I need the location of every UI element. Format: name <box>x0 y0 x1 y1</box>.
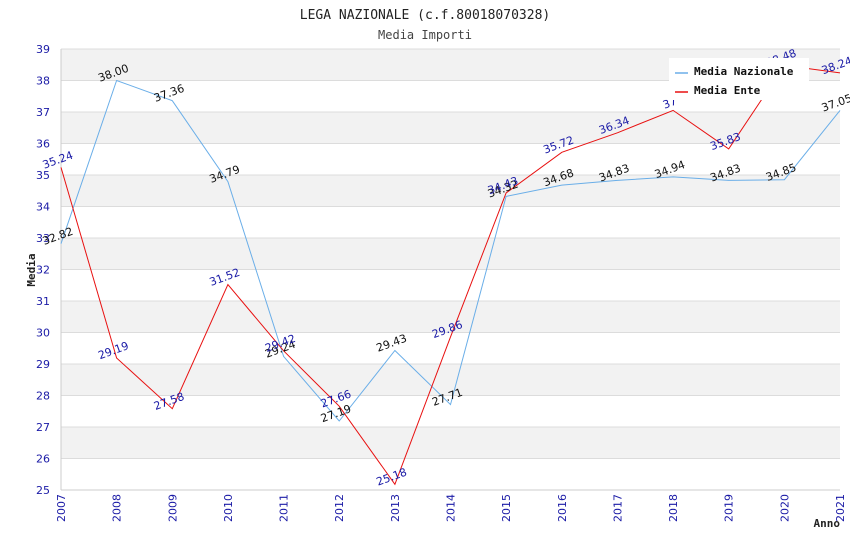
x-tick-label: 2017 <box>611 494 624 522</box>
data-label-nazionale: 29.43 <box>375 332 409 355</box>
y-tick-label: 37 <box>36 106 50 119</box>
y-tick-label: 26 <box>36 453 50 466</box>
data-label-nazionale: 37.36 <box>152 82 186 105</box>
data-label-ente: 25.18 <box>375 466 409 489</box>
y-tick-label: 33 <box>36 232 50 245</box>
x-tick-label: 2019 <box>723 494 736 522</box>
x-tick-label: 2012 <box>333 494 346 522</box>
x-tick-label: 2010 <box>222 494 235 522</box>
grid-band <box>61 427 840 459</box>
x-tick-label: 2009 <box>166 494 179 522</box>
data-label-ente: 35.24 <box>41 149 75 172</box>
x-tick-label: 2015 <box>500 494 513 522</box>
x-tick-label: 2016 <box>556 494 569 522</box>
x-axis-ticks: 2007 2008 2009 2010 2011 2012 2013 2014 2015 2016… <box>55 494 847 522</box>
x-tick-label: 2007 <box>55 494 68 522</box>
y-tick-label: 39 <box>36 43 50 56</box>
legend-label-ente: Media Ente <box>694 84 761 97</box>
data-label-ente: 29.19 <box>96 339 130 362</box>
legend-label-nazionale: Media Nazionale <box>694 65 794 78</box>
series-line-ente <box>60 64 841 486</box>
grid-bands <box>61 49 840 459</box>
grid-band <box>61 238 840 270</box>
y-axis-ticks: 25 26 27 28 29 30 31 32 33 34 35 36 37 38 39 <box>36 43 50 497</box>
y-tick-label: 27 <box>36 421 50 434</box>
chart-subtitle: Media Importi <box>378 28 472 42</box>
y-tick-label: 29 <box>36 358 50 371</box>
y-axis-label: Media <box>25 253 38 286</box>
x-tick-label: 2018 <box>667 494 680 522</box>
x-tick-label: 2021 <box>834 494 847 522</box>
x-tick-label: 2008 <box>111 494 124 522</box>
y-tick-label: 34 <box>36 201 50 214</box>
data-label-nazionale: 37.05 <box>820 92 850 115</box>
grid-band <box>61 364 840 396</box>
y-tick-label: 38 <box>36 75 50 88</box>
x-tick-label: 2011 <box>278 494 291 522</box>
series-lines <box>60 64 841 486</box>
y-tick-label: 28 <box>36 390 50 403</box>
y-tick-label: 36 <box>36 138 50 151</box>
grid-band <box>61 301 840 333</box>
y-tick-label: 32 <box>36 264 50 277</box>
x-tick-label: 2013 <box>389 494 402 522</box>
grid-lines <box>60 48 840 491</box>
legend: Media Nazionale Media Ente <box>669 58 809 100</box>
chart-title: LEGA NAZIONALE (c.f.80018070328) <box>300 8 550 23</box>
grid-band <box>61 175 840 207</box>
x-tick-label: 2014 <box>445 494 458 522</box>
x-tick-label: 2020 <box>778 494 791 522</box>
y-tick-label: 25 <box>36 484 50 497</box>
legend-background <box>669 58 809 100</box>
y-tick-label: 31 <box>36 295 50 308</box>
y-tick-label: 30 <box>36 327 50 340</box>
y-tick-label: 35 <box>36 169 50 182</box>
x-axis-label: Anno <box>814 517 841 530</box>
series-line-nazionale <box>60 79 841 422</box>
